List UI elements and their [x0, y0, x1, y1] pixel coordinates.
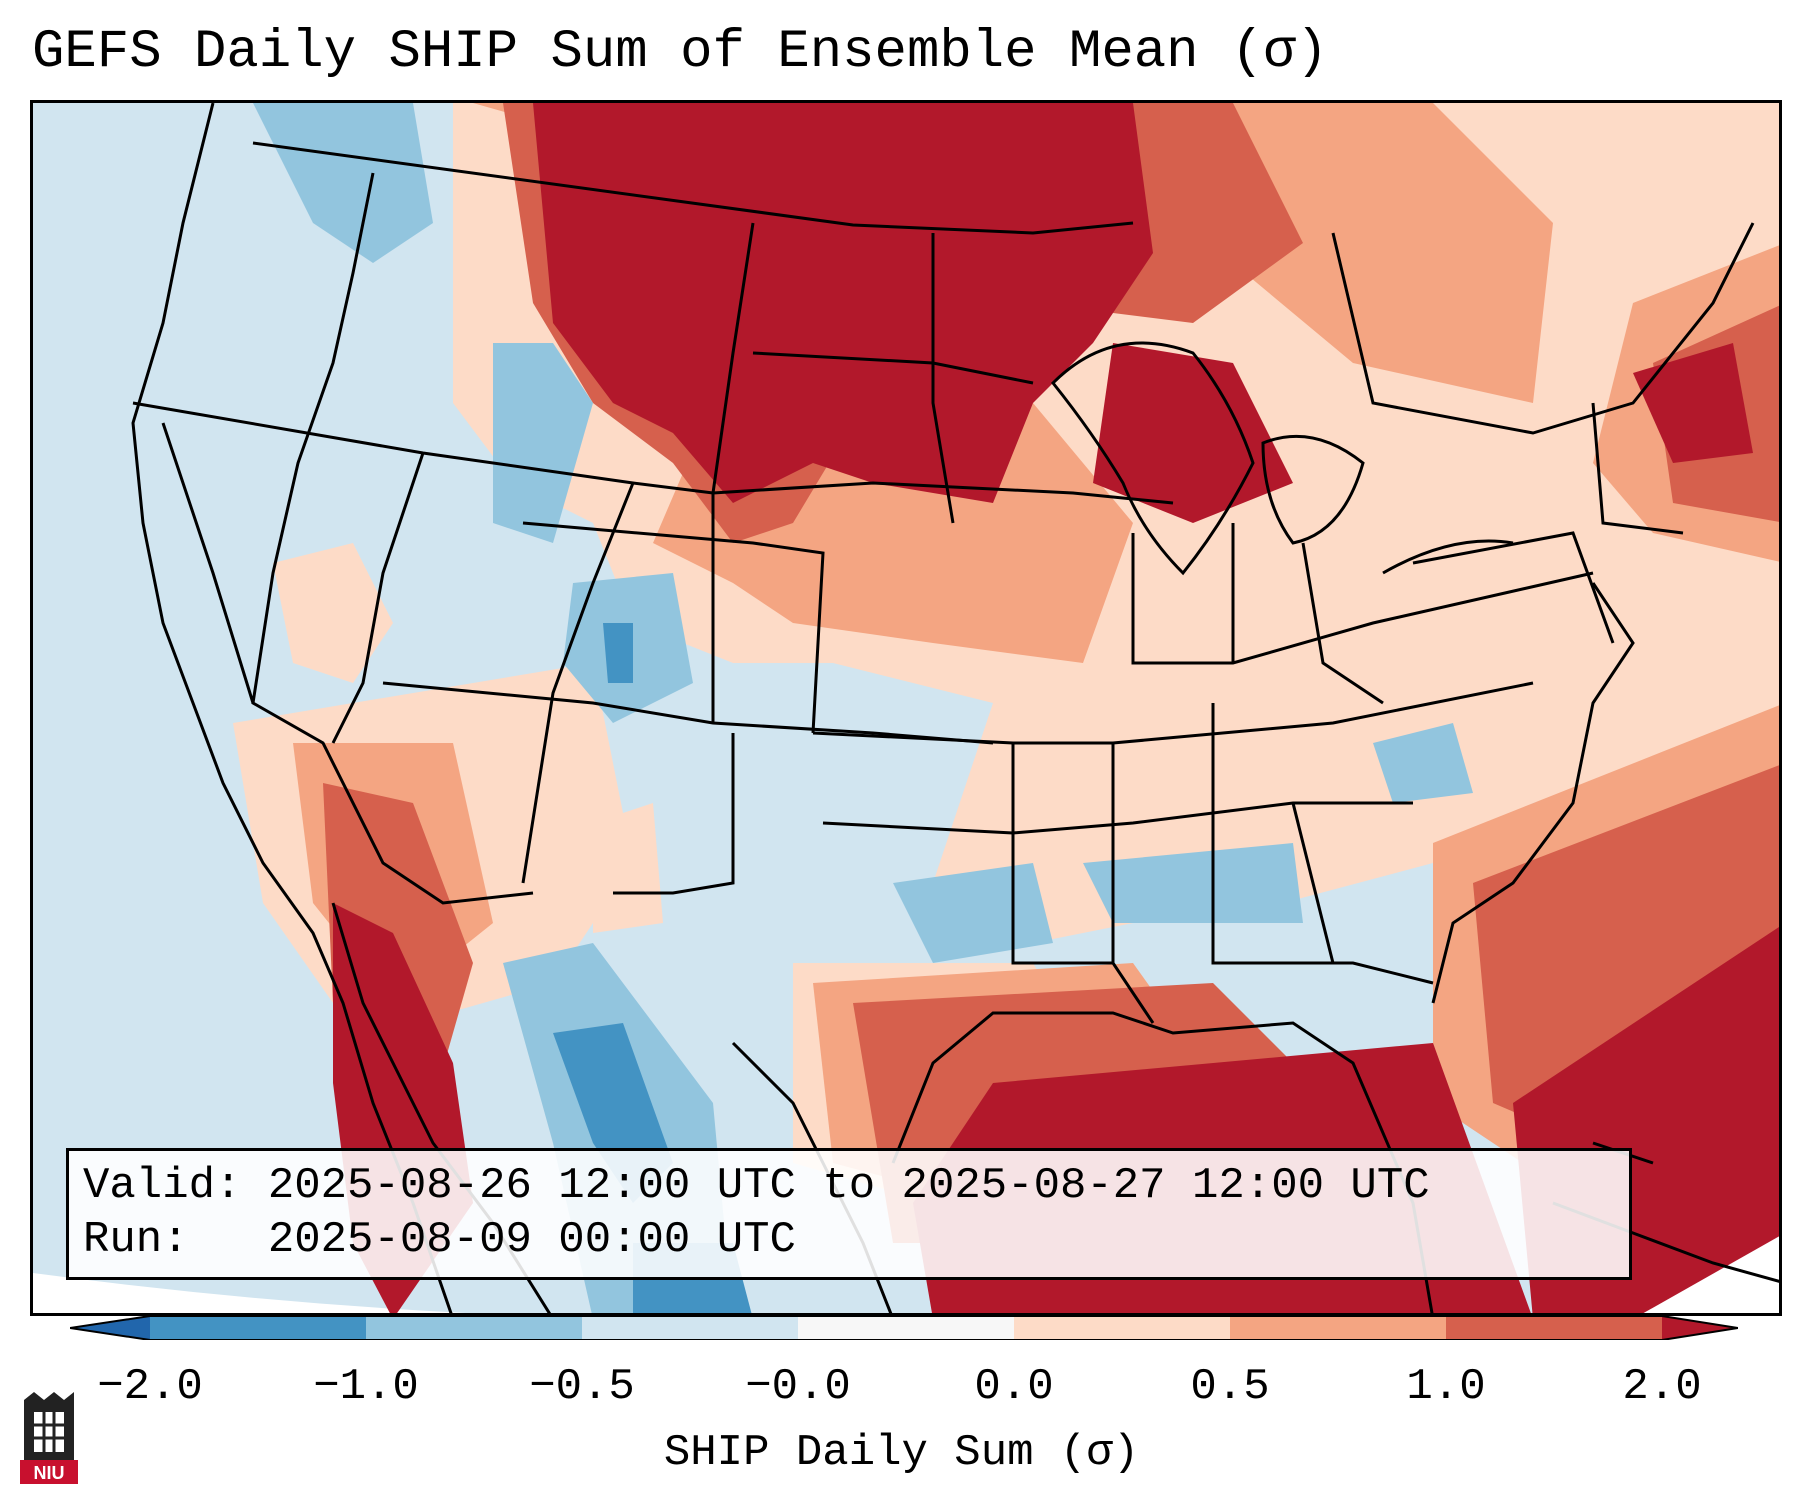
- valid-label: Valid:: [83, 1161, 242, 1211]
- colorbar-label: SHIP Daily Sum (σ): [663, 1428, 1140, 1478]
- valid-run-info-box: Valid: 2025-08-26 12:00 UTC to 2025-08-2…: [66, 1148, 1632, 1280]
- colorbar: [70, 1316, 1738, 1340]
- colorbar-segment: [150, 1316, 366, 1340]
- colorbar-tick-label: 2.0: [1622, 1362, 1702, 1412]
- colorbar-tick-label: 1.0: [1406, 1362, 1486, 1412]
- colorbar-tick-label: −2.0: [97, 1362, 203, 1412]
- valid-time-range: 2025-08-26 12:00 UTC to 2025-08-27 12:00…: [267, 1161, 1430, 1211]
- colorbar-extend-low: [70, 1316, 150, 1340]
- colorbar-segment: [1230, 1316, 1446, 1340]
- outside-domain-region: [33, 1273, 466, 1313]
- colorbar-segment: [1014, 1316, 1230, 1340]
- colorbar-segment: [1446, 1316, 1662, 1340]
- coastlines: [131, 103, 1779, 1313]
- colorbar-segment: [582, 1316, 798, 1340]
- map-panel: [30, 100, 1782, 1316]
- colorbar-extend-high: [1662, 1316, 1738, 1340]
- run-label: Run:: [83, 1215, 189, 1265]
- colorbar-segment: [798, 1316, 1014, 1340]
- colorbar-tick-label: −0.5: [529, 1362, 635, 1412]
- logo-text: NIU: [34, 1463, 65, 1483]
- colorbar-tick-label: −0.0: [745, 1362, 851, 1412]
- colorbar-tick-label: 0.5: [1190, 1362, 1270, 1412]
- chart-title: GEFS Daily SHIP Sum of Ensemble Mean (σ): [32, 22, 1329, 83]
- run-time: 2025-08-09 00:00 UTC: [267, 1215, 796, 1265]
- niu-logo-icon: NIU: [20, 1392, 78, 1484]
- colorbar-tick-label: −1.0: [313, 1362, 419, 1412]
- colorbar-tick-label: 0.0: [974, 1362, 1054, 1412]
- political-boundaries: [132, 141, 1755, 1024]
- colorbar-segment: [366, 1316, 582, 1340]
- map-svg: [33, 103, 1779, 1313]
